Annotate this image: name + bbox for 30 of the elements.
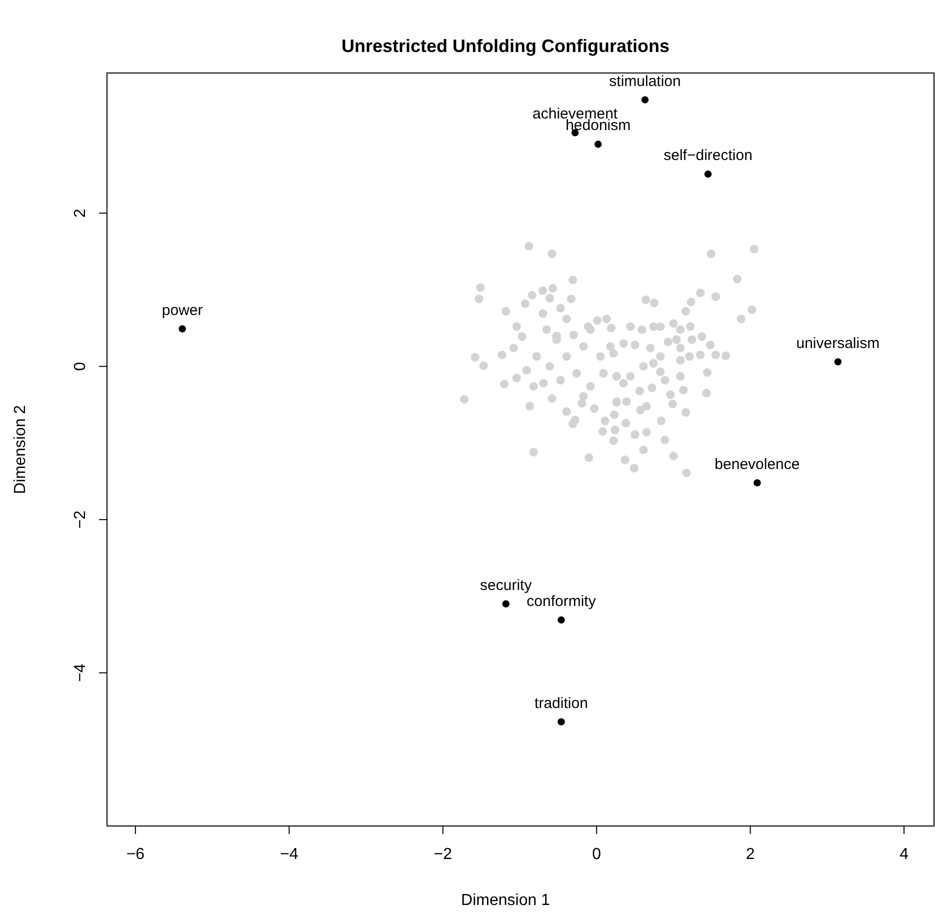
annotation: universalism xyxy=(796,334,880,352)
point xyxy=(641,96,649,104)
annotation: security xyxy=(480,576,532,594)
x-tick-label: 2 xyxy=(746,846,755,863)
x-tick-label: −4 xyxy=(280,846,298,863)
x-axis-title: Dimension 1 xyxy=(461,892,550,909)
point xyxy=(754,479,761,486)
x-tick-label: −2 xyxy=(434,846,452,863)
chart-title: Unrestricted Unfolding Configurations xyxy=(342,36,670,56)
point xyxy=(704,170,712,178)
annotation: benevolence xyxy=(714,456,800,473)
y-axis-title: Dimension 2 xyxy=(12,404,29,494)
y-tick-label: 0 xyxy=(72,362,89,371)
annotation: self−direction xyxy=(664,147,752,164)
y-tick-label: −4 xyxy=(72,664,89,682)
y-tick-label: −2 xyxy=(72,510,89,529)
point xyxy=(594,140,602,148)
y-tick-label: 2 xyxy=(72,208,89,218)
point xyxy=(558,616,565,624)
x-tick-label: −6 xyxy=(126,846,145,863)
x-tick-label: 0 xyxy=(592,846,602,863)
x-tick-label: 4 xyxy=(900,846,909,863)
point xyxy=(178,325,186,332)
point xyxy=(834,358,842,366)
annotation: tradition xyxy=(534,694,588,712)
annotation: power xyxy=(162,302,203,319)
point xyxy=(558,718,565,726)
annotation: conformity xyxy=(526,592,596,610)
annotation: stimulation xyxy=(609,72,681,90)
point xyxy=(502,600,510,608)
